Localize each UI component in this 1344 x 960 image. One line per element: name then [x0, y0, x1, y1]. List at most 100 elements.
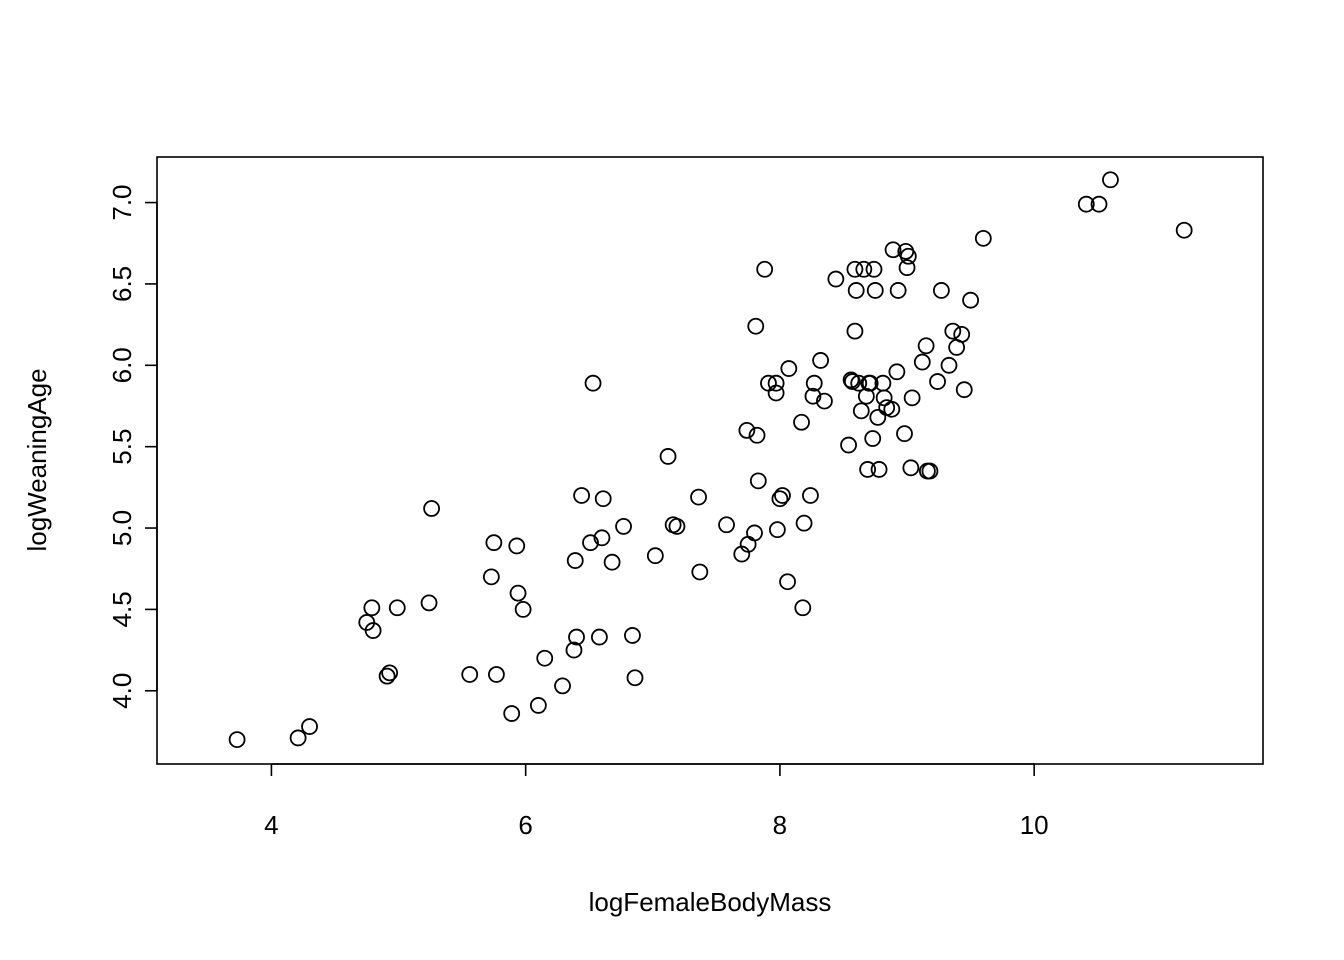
data-point — [228, 731, 246, 748]
data-point — [855, 260, 873, 278]
data-point — [568, 628, 585, 646]
plot-frame — [156, 156, 1264, 765]
data-point — [584, 374, 602, 392]
data-point — [289, 729, 307, 747]
data-point — [461, 666, 479, 683]
data-point — [593, 529, 611, 547]
y-tick-label: 5.0 — [107, 510, 137, 546]
data-points — [228, 171, 1193, 748]
data-point — [1090, 195, 1108, 213]
data-point — [940, 356, 958, 374]
data-point — [668, 518, 686, 535]
data-point — [591, 628, 608, 646]
data-point — [509, 584, 527, 602]
data-point — [816, 392, 833, 410]
y-tick-label: 6.5 — [107, 266, 137, 302]
y-tick-label: 4.5 — [107, 591, 137, 627]
data-point — [1175, 221, 1193, 239]
data-point — [898, 259, 916, 277]
data-point — [747, 317, 765, 335]
data-point — [554, 677, 571, 695]
data-point — [423, 500, 440, 517]
data-point — [659, 448, 677, 465]
data-point — [917, 337, 935, 355]
data-point — [381, 664, 399, 682]
y-tick-label: 4.0 — [107, 673, 137, 709]
data-point — [485, 534, 503, 552]
data-point — [624, 627, 641, 644]
data-point — [903, 389, 921, 407]
data-point — [852, 402, 870, 420]
data-point — [865, 260, 883, 278]
data-point — [573, 487, 591, 504]
data-point — [827, 270, 845, 288]
data-point — [889, 282, 907, 299]
data-point — [793, 413, 810, 431]
data-point — [767, 374, 785, 392]
data-point — [840, 436, 857, 454]
data-point — [944, 322, 962, 340]
data-point — [804, 387, 822, 405]
data-point — [846, 322, 864, 340]
data-point — [883, 400, 901, 418]
data-point — [626, 669, 644, 687]
data-point — [615, 518, 632, 535]
data-point — [896, 425, 913, 443]
data-point — [866, 282, 884, 299]
data-point — [378, 667, 396, 685]
data-point — [1102, 171, 1119, 189]
x-axis-label: logFemaleBodyMass — [589, 887, 832, 917]
x-tick-label: 8 — [773, 810, 787, 840]
data-point — [749, 472, 767, 490]
data-point — [514, 601, 532, 618]
data-point — [746, 524, 763, 542]
data-point — [565, 641, 583, 659]
data-point — [780, 360, 798, 377]
data-point — [718, 516, 735, 534]
data-point — [899, 247, 917, 265]
data-point — [805, 374, 823, 392]
data-point — [869, 408, 887, 426]
y-tick-label: 5.5 — [107, 429, 137, 465]
data-point — [953, 325, 971, 343]
data-point — [582, 534, 599, 552]
data-point — [870, 461, 888, 478]
data-point — [738, 421, 756, 439]
data-point — [794, 599, 812, 617]
data-point — [774, 487, 791, 504]
data-point — [843, 373, 861, 390]
data-point — [850, 374, 868, 392]
x-axis: 4 6 8 10 — [264, 763, 1049, 840]
data-point — [779, 573, 796, 591]
data-point — [536, 649, 554, 667]
data-point — [768, 521, 786, 539]
data-point — [864, 430, 882, 447]
data-point — [388, 599, 406, 617]
data-point — [888, 363, 906, 381]
data-point — [488, 666, 505, 683]
data-point — [364, 622, 382, 639]
data-point — [974, 229, 992, 247]
y-axis-label: logWeaningAge — [22, 368, 52, 551]
x-tick-label: 4 — [264, 810, 278, 840]
data-point — [594, 490, 612, 508]
data-point — [902, 459, 920, 477]
data-point — [482, 568, 500, 586]
data-point — [566, 552, 584, 569]
data-point — [771, 490, 789, 508]
data-point — [748, 426, 766, 444]
data-point — [812, 352, 829, 369]
data-point — [929, 373, 946, 390]
data-point — [921, 462, 939, 480]
data-point — [508, 537, 526, 555]
data-point — [859, 461, 877, 478]
data-point — [529, 697, 547, 714]
data-point — [795, 514, 813, 532]
data-point — [955, 381, 973, 399]
data-point — [847, 282, 865, 299]
data-point — [861, 374, 879, 392]
data-point — [884, 241, 902, 259]
data-point — [767, 384, 785, 402]
data-point — [756, 260, 774, 278]
